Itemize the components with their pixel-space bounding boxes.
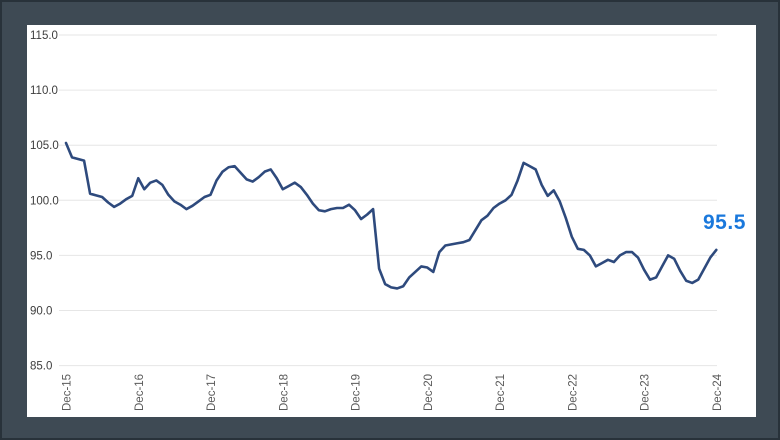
x-axis-tick-label: Dec-22 — [567, 374, 579, 411]
y-axis-tick-label: 95.0 — [30, 250, 52, 262]
y-axis-tick-label: 105.0 — [30, 140, 59, 152]
x-axis-tick-label: Dec-19 — [351, 374, 363, 411]
index-line-series — [64, 141, 718, 290]
chart-panel: 115.0 110.0 105.0 100.0 95.0 90.0 85.0 Dec-15 De… — [27, 25, 756, 417]
x-axis-tick-label: Dec-24 — [712, 373, 724, 411]
last-value-label: 95.5 — [703, 211, 746, 234]
y-axis-tick-label: 90.0 — [30, 306, 52, 318]
x-axis-tick-label: Dec-17 — [206, 374, 218, 411]
y-axis-tick-label: 115.0 — [30, 30, 58, 42]
y-axis-tick-label: 100.0 — [30, 195, 59, 207]
x-axis-tick-label: Dec-23 — [640, 374, 652, 411]
x-axis-tick-label: Dec-20 — [423, 374, 435, 411]
x-axis-tick-label: Dec-16 — [134, 374, 146, 411]
line-chart: 115.0 110.0 105.0 100.0 95.0 90.0 85.0 Dec-15 De… — [30, 30, 724, 411]
x-axis-tick-label: Dec-18 — [278, 374, 290, 411]
x-axis-tick-label: Dec-15 — [62, 374, 74, 411]
y-axis-tick-label: 110.0 — [30, 85, 58, 97]
y-axis-tick-label: 85.0 — [30, 361, 52, 373]
x-axis-tick-label: Dec-21 — [495, 374, 507, 411]
